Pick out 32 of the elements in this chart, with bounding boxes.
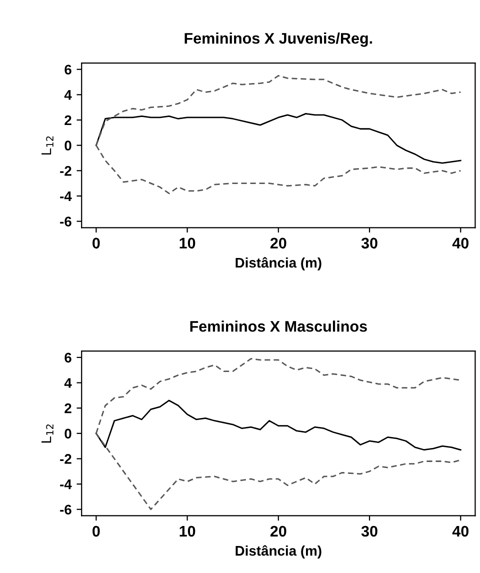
x-tick-label: 40 bbox=[452, 526, 468, 537]
y-tick-label: 0 bbox=[64, 428, 72, 439]
y-tick-label: 2 bbox=[64, 403, 72, 414]
x-axis-title: Distância (m) bbox=[236, 545, 322, 558]
y-tick-label: -4 bbox=[60, 480, 72, 490]
x-tick-label: 20 bbox=[270, 238, 286, 249]
x-axis-title: Distância (m) bbox=[236, 257, 322, 270]
y-tick-label: -4 bbox=[60, 191, 72, 202]
y-tick-label: -2 bbox=[60, 454, 72, 464]
y-tick-label: -6 bbox=[60, 216, 72, 226]
y-tick-label: 6 bbox=[64, 64, 72, 75]
y-tick-label: 4 bbox=[64, 378, 72, 388]
chart-title: Femininos X Masculinos bbox=[190, 320, 367, 332]
y-tick-label: 4 bbox=[64, 90, 72, 100]
chart-title: Femininos X Juvenis/Reg. bbox=[184, 32, 372, 47]
line-series bbox=[95, 112, 462, 164]
y-tick-label: 6 bbox=[64, 352, 72, 363]
y-axis-title: L$_{12}$ bbox=[42, 136, 54, 155]
y-tick-label: 2 bbox=[64, 115, 72, 126]
y-axis-title: L$_{12}$ bbox=[42, 424, 54, 443]
x-tick-label: 30 bbox=[361, 238, 378, 249]
x-tick-label: 0 bbox=[92, 238, 100, 249]
y-tick-label: 0 bbox=[64, 140, 72, 151]
line-series bbox=[95, 400, 462, 451]
x-tick-label: 10 bbox=[180, 526, 196, 537]
x-tick-label: 10 bbox=[180, 238, 196, 249]
x-tick-label: 40 bbox=[452, 238, 468, 249]
x-tick-label: 20 bbox=[270, 526, 286, 537]
x-tick-label: 0 bbox=[92, 526, 100, 537]
y-tick-label: -6 bbox=[60, 504, 72, 515]
y-tick-label: -2 bbox=[60, 166, 72, 176]
x-tick-label: 30 bbox=[361, 526, 378, 537]
